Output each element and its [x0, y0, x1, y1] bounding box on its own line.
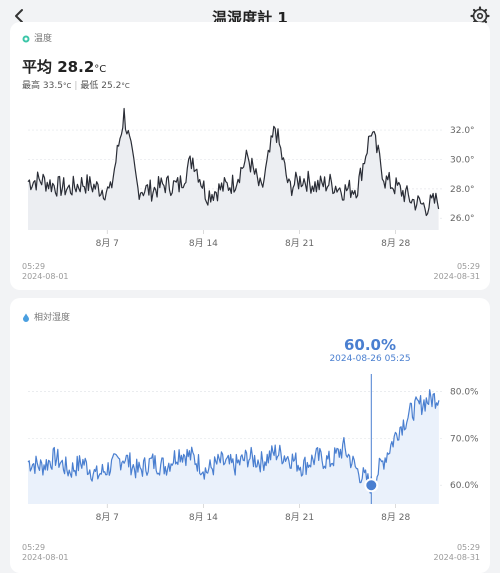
temperature-card: 温度 平均 28.2°C 最高 33.5°C | 最低 25.2°C 32.0° 30… [10, 22, 490, 290]
x-tick-label: 8月 14 [189, 238, 218, 249]
temperature-label: 温度 [22, 31, 52, 44]
temperature-range-end: 05:29 2024-08-31 [433, 262, 481, 281]
x-tick-label: 8月 21 [285, 512, 314, 523]
chevron-left-icon [15, 9, 23, 23]
temperature-range-start: 05:29 2024-08-01 [22, 262, 69, 281]
temperature-chart[interactable]: 32.0° 30.0° 28.0° 26.0° 8月 7 8月 14 8月 21 8月 28 [10, 100, 490, 260]
temperature-minmax: 最高 33.5°C | 最低 25.2°C [22, 81, 130, 91]
y-tick-label: 60.0% [450, 481, 479, 491]
y-tick-label: 80.0% [450, 387, 479, 397]
x-tick-label: 8月 28 [381, 238, 410, 249]
y-tick-label: 26.0° [450, 214, 475, 224]
humidity-range-start: 05:29 2024-08-01 [22, 543, 69, 562]
selected-humidity-value: 60.0% [343, 336, 397, 354]
x-tick-label: 8月 14 [189, 512, 218, 523]
series-area [28, 108, 439, 230]
temperature-average: 平均 28.2°C [22, 58, 107, 76]
y-tick-label: 70.0% [450, 434, 479, 444]
selected-humidity-time: 2024-08-26 05:25 [329, 354, 411, 364]
humidity-label: 相対湿度 [22, 310, 70, 323]
x-tick-label: 8月 7 [96, 238, 119, 249]
humidity-card: 相対湿度 60.0% 2024-08-26 05:25 80.0% 70.0% 60… [10, 298, 490, 573]
water-drop-icon [23, 313, 29, 322]
humidity-range-end: 05:29 2024-08-31 [433, 543, 481, 562]
x-tick-label: 8月 7 [96, 512, 119, 523]
selected-point [364, 478, 379, 493]
y-tick-label: 28.0° [450, 185, 475, 195]
series-line [27, 107, 440, 217]
thermometer-icon [22, 35, 30, 42]
back-button[interactable] [10, 6, 30, 26]
x-tick-label: 8月 28 [381, 512, 410, 523]
humidity-chart[interactable]: 80.0% 70.0% 60.0% 8月 7 8月 14 8月 21 8月 28 [10, 374, 490, 534]
y-tick-label: 30.0° [450, 155, 475, 165]
x-tick-label: 8月 21 [285, 238, 314, 249]
y-tick-label: 32.0° [450, 126, 475, 136]
